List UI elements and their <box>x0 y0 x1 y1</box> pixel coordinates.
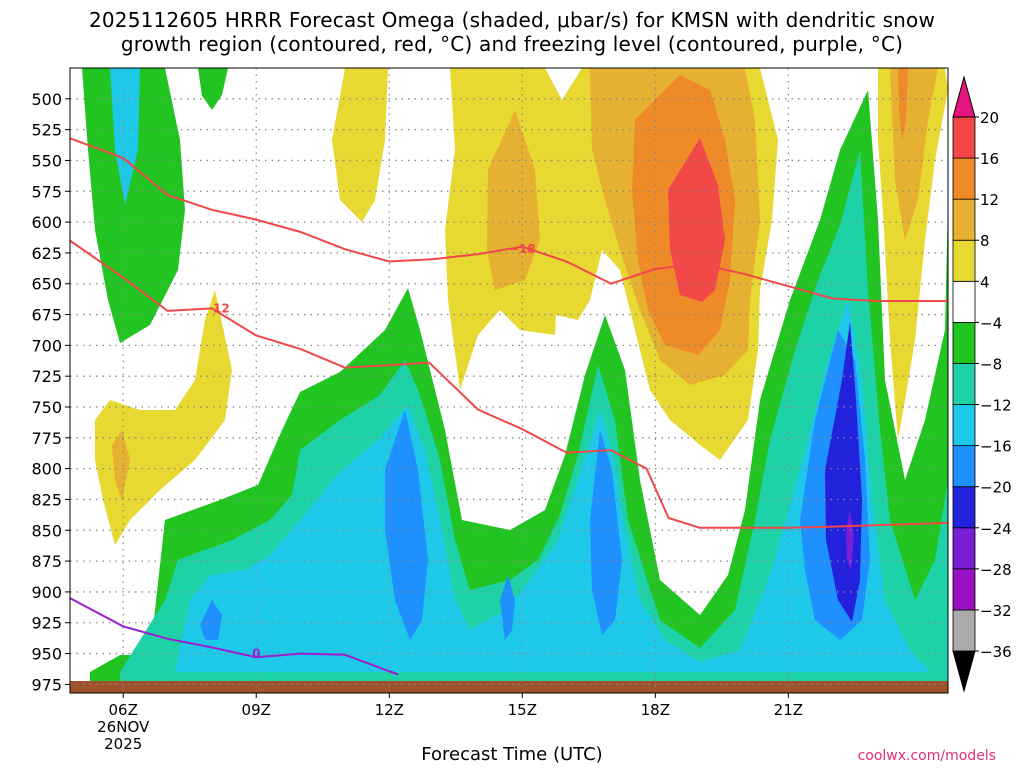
colorbar-label: −24 <box>980 520 1012 538</box>
y-tick-label: 500 <box>31 90 62 109</box>
x-tick-label: 18Z <box>641 701 670 719</box>
chart-title-line2: growth region (contoured, red, °C) and f… <box>120 32 904 56</box>
colorbar-band <box>952 363 976 405</box>
colorbar-label: 4 <box>980 273 990 291</box>
y-tick-label: 825 <box>31 490 62 509</box>
colorbar-label: 8 <box>980 232 990 250</box>
x-axis-label: Forecast Time (UTC) <box>421 744 603 765</box>
y-tick-label: 950 <box>31 645 62 664</box>
colorbar-band <box>952 568 976 611</box>
colorbar-band <box>952 116 976 159</box>
omega-region-orange-left <box>112 430 130 500</box>
x-tick-date: 26NOV <box>97 718 150 736</box>
colorbar-label: −8 <box>980 355 1002 373</box>
omega-region-left-green <box>82 68 185 343</box>
y-tick-label: 550 <box>31 151 62 170</box>
y-tick-label: 925 <box>31 614 62 633</box>
colorbar-band <box>952 157 976 200</box>
contour-label: 0 <box>252 647 260 661</box>
colorbar-label: −28 <box>980 561 1012 579</box>
colorbar-min-arrow <box>952 650 976 693</box>
x-tick-label: 21Z <box>774 701 803 719</box>
temperature-contours: −18 −12 0 <box>70 137 948 676</box>
omega-region-blue-08Z <box>200 600 222 640</box>
y-tick-label: 900 <box>31 583 62 602</box>
colorbar-label: −4 <box>980 314 1002 332</box>
colorbar-band <box>952 239 976 282</box>
y-tick-label: 875 <box>31 552 62 571</box>
y-tick-label: 600 <box>31 213 62 232</box>
x-tick-label: 06Z <box>109 701 138 719</box>
colorbar-label: −12 <box>980 397 1012 415</box>
omega-region-orange-center <box>487 110 540 290</box>
colorbar-band <box>952 609 976 652</box>
colorbar-band <box>952 527 976 570</box>
y-tick-label: 975 <box>31 675 62 694</box>
contour-line <box>70 597 399 676</box>
y-tick-label: 725 <box>31 367 62 386</box>
colorbar-label: −32 <box>980 602 1012 620</box>
omega-region-blue-14Z <box>500 575 515 640</box>
colorbar-band <box>952 280 976 323</box>
y-tick-label: 625 <box>31 244 62 263</box>
y-tick-label: 650 <box>31 275 62 294</box>
colorbar-label: 12 <box>980 191 999 209</box>
y-tick-label: 675 <box>31 306 62 325</box>
y-tick-label: 525 <box>31 121 62 140</box>
omega-region-yellow-left <box>95 290 232 545</box>
x-tick-year: 2025 <box>104 735 142 753</box>
plot-frame <box>69 67 949 694</box>
omega-region-cyan <box>175 300 930 672</box>
contour-label: −18 <box>509 242 536 256</box>
y-tick-label: 750 <box>31 398 62 417</box>
omega-shading <box>70 68 948 693</box>
contour-line <box>70 137 948 302</box>
colorbar-label: 20 <box>980 109 999 127</box>
colorbar-label: 16 <box>980 150 999 168</box>
colorbar-label: −20 <box>980 479 1012 497</box>
omega-region-top-green-blob <box>198 68 228 110</box>
omega-region-red-core <box>668 138 725 302</box>
colorbar: 20 16 12 8 4 −4 −8 −12 −16 −20 −24 −28 −32 −36 <box>952 75 1012 693</box>
ground-surface <box>70 681 948 693</box>
grid-lines <box>70 68 948 693</box>
colorbar-band <box>952 198 976 241</box>
x-tick-label: 15Z <box>508 701 537 719</box>
contour-line <box>70 239 948 529</box>
colorbar-band <box>952 404 976 447</box>
y-tick-label: 575 <box>31 182 62 201</box>
colorbar-label: −36 <box>980 643 1012 661</box>
y-tick-label: 700 <box>31 336 62 355</box>
omega-region-blue-16Z <box>590 430 622 635</box>
omega-region-blue-12Z <box>385 410 428 640</box>
chart-title-line1: 2025112605 HRRR Forecast Omega (shaded, … <box>88 8 936 32</box>
colorbar-band <box>952 486 976 529</box>
colorbar-max-arrow <box>952 75 976 118</box>
omega-region-yellow-top-left <box>332 68 388 222</box>
y-tick-label: 800 <box>31 460 62 479</box>
plot-area: −18 −12 0 <box>70 68 948 693</box>
omega-region-orange-sliver <box>898 68 908 140</box>
y-tick-label: 850 <box>31 521 62 540</box>
x-tick-label: 09Z <box>242 701 271 719</box>
credit-link[interactable]: coolwx.com/models <box>857 748 996 764</box>
colorbar-label: −16 <box>980 438 1012 456</box>
omega-region-left-cyan <box>110 68 140 205</box>
contour-label: −12 <box>203 301 230 315</box>
y-tick-label: 775 <box>31 429 62 448</box>
colorbar-band <box>952 321 976 364</box>
axes: 500 525 550 575 600 625 650 675 700 725 750 775 800 8… <box>31 90 803 753</box>
x-tick-label: 12Z <box>375 701 404 719</box>
colorbar-band <box>952 445 976 488</box>
